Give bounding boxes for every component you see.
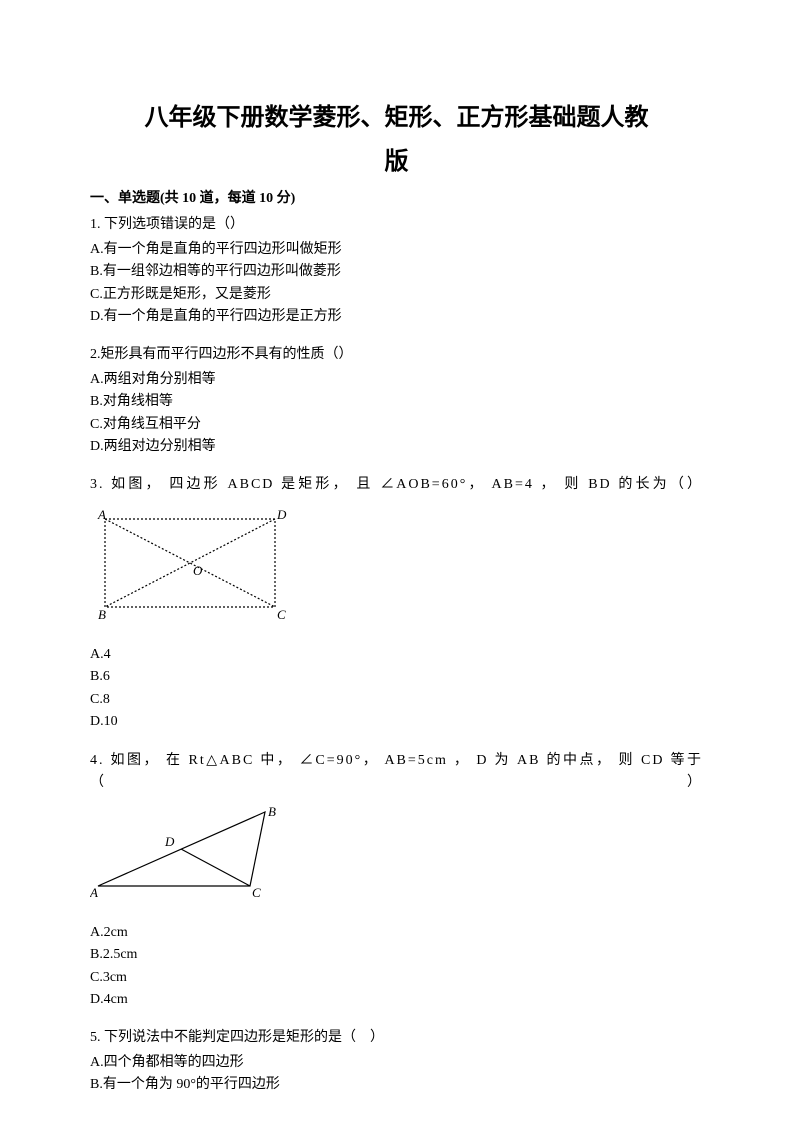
page-title-line1: 八年级下册数学菱形、矩形、正方形基础题人教 xyxy=(90,100,703,136)
q2-options: A.两组对角分别相等 B.对角线相等 C.对角线互相平分 D.两组对边分别相等 xyxy=(90,369,703,459)
q1-option-b: B.有一组邻边相等的平行四边形叫做菱形 xyxy=(90,261,703,283)
svg-text:C: C xyxy=(277,607,286,622)
q4-option-a: A.2cm xyxy=(90,922,703,944)
svg-text:D: D xyxy=(276,507,287,522)
q2-text: 2.矩形具有而平行四边形不具有的性质（） xyxy=(90,344,703,366)
q4-text: 4. 如图， 在 Rt△ABC 中， ∠C=90°， AB=5cm ， D 为 … xyxy=(90,750,703,795)
svg-text:C: C xyxy=(252,885,261,899)
q5-options: A.四个角都相等的四边形 B.有一个角为 90°的平行四边形 xyxy=(90,1052,703,1097)
svg-text:A: A xyxy=(90,885,98,899)
question-3: 3. 如图， 四边形 ABCD 是矩形， 且 ∠AOB=60°， AB=4 ， … xyxy=(90,474,703,733)
q1-options: A.有一个角是直角的平行四边形叫做矩形 B.有一组邻边相等的平行四边形叫做菱形 … xyxy=(90,239,703,329)
section-header: 一、单选题(共 10 道，每道 10 分) xyxy=(90,188,703,210)
q5-text: 5. 下列说法中不能判定四边形是矩形的是（ ） xyxy=(90,1027,703,1049)
svg-text:B: B xyxy=(98,607,106,622)
q1-option-d: D.有一个角是直角的平行四边形是正方形 xyxy=(90,306,703,328)
question-1: 1. 下列选项错误的是（） A.有一个角是直角的平行四边形叫做矩形 B.有一组邻… xyxy=(90,214,703,328)
q1-option-a: A.有一个角是直角的平行四边形叫做矩形 xyxy=(90,239,703,261)
svg-text:D: D xyxy=(164,834,175,849)
q4-option-b: B.2.5cm xyxy=(90,944,703,966)
question-2: 2.矩形具有而平行四边形不具有的性质（） A.两组对角分别相等 B.对角线相等 … xyxy=(90,344,703,458)
q2-option-b: B.对角线相等 xyxy=(90,391,703,413)
q1-text: 1. 下列选项错误的是（） xyxy=(90,214,703,236)
page-title-line2: 版 xyxy=(90,144,703,180)
q2-option-d: D.两组对边分别相等 xyxy=(90,436,703,458)
q4-diagram: A C B D xyxy=(90,804,703,907)
q2-option-a: A.两组对角分别相等 xyxy=(90,369,703,391)
q4-option-d: D.4cm xyxy=(90,989,703,1011)
triangle-diagram-icon: A C B D xyxy=(90,804,300,899)
q3-option-a: A.4 xyxy=(90,644,703,666)
q3-text: 3. 如图， 四边形 ABCD 是矩形， 且 ∠AOB=60°， AB=4 ， … xyxy=(90,474,703,496)
svg-text:A: A xyxy=(97,507,106,522)
q5-option-a: A.四个角都相等的四边形 xyxy=(90,1052,703,1074)
q3-options: A.4 B.6 C.8 D.10 xyxy=(90,644,703,734)
q1-option-c: C.正方形既是矩形，又是菱形 xyxy=(90,284,703,306)
rectangle-diagram-icon: A D B C O xyxy=(90,507,290,622)
q2-option-c: C.对角线互相平分 xyxy=(90,414,703,436)
question-5: 5. 下列说法中不能判定四边形是矩形的是（ ） A.四个角都相等的四边形 B.有… xyxy=(90,1027,703,1096)
question-4: 4. 如图， 在 Rt△ABC 中， ∠C=90°， AB=5cm ， D 为 … xyxy=(90,750,703,1012)
svg-text:B: B xyxy=(268,804,276,819)
svg-text:O: O xyxy=(193,563,203,578)
q5-option-b: B.有一个角为 90°的平行四边形 xyxy=(90,1074,703,1096)
q3-option-d: D.10 xyxy=(90,711,703,733)
q3-diagram: A D B C O xyxy=(90,507,703,630)
q4-options: A.2cm B.2.5cm C.3cm D.4cm xyxy=(90,922,703,1012)
q3-option-c: C.8 xyxy=(90,689,703,711)
q4-option-c: C.3cm xyxy=(90,967,703,989)
q3-option-b: B.6 xyxy=(90,666,703,688)
